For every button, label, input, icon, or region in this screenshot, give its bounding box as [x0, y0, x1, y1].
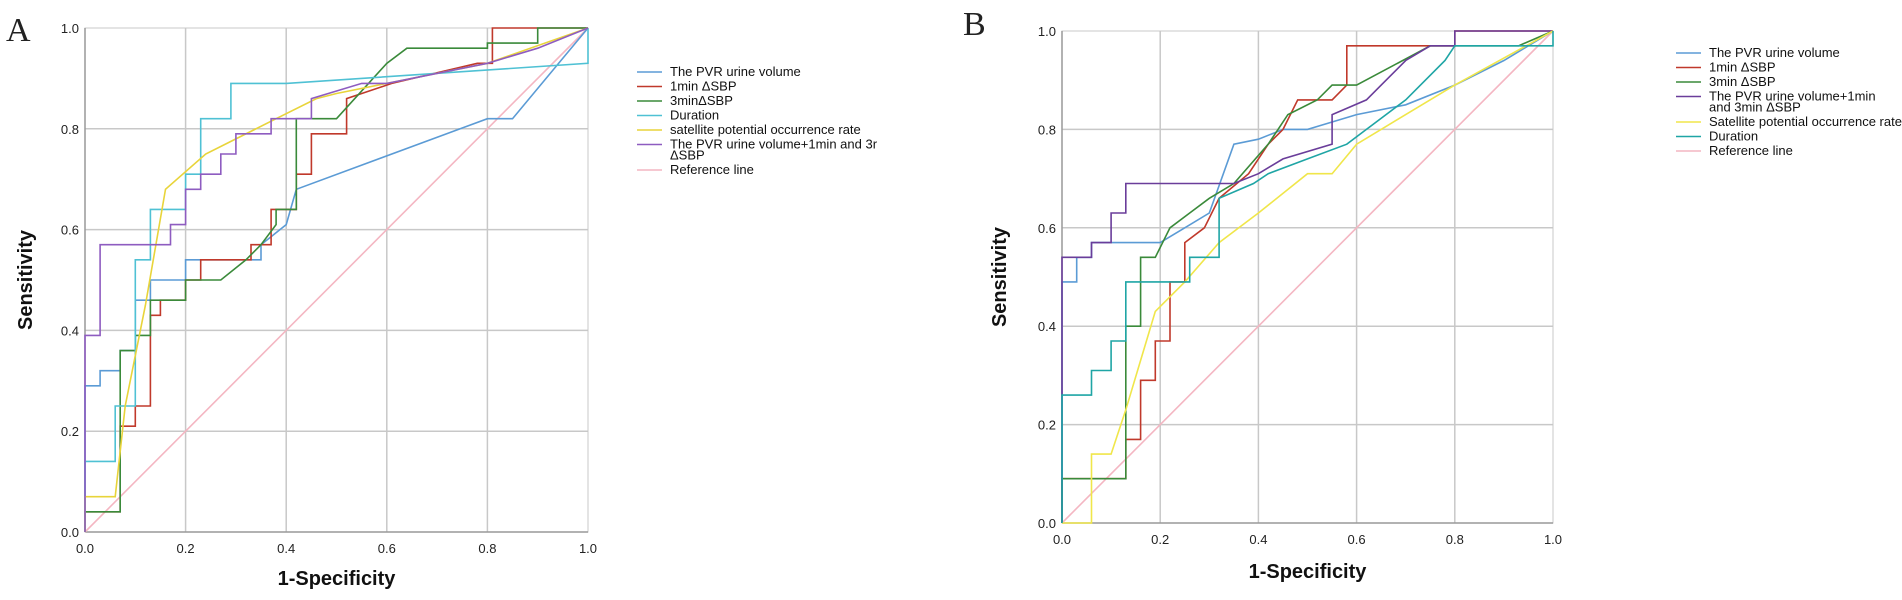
y-tick-label: 0.4 [1038, 319, 1056, 334]
y-tick-label: 0.2 [1038, 418, 1056, 433]
x-tick-label: 1.0 [579, 541, 597, 556]
legend-label: Duration [670, 108, 719, 123]
x-tick-label: 0.8 [478, 541, 496, 556]
x-tick-label: 0.0 [1053, 532, 1071, 547]
y-tick-label: 0.6 [1038, 221, 1056, 236]
roc-chart-a: 0.0 0.2 0.4 0.6 0.8 1.0 0.0 0.2 0.4 0.6 0.8 1.0 1-Sp… [15, 21, 878, 590]
y-tick-label: 0.4 [61, 323, 79, 338]
legend-label: The PVR urine volume [670, 64, 801, 79]
x-axis-title: 1-Specificity [278, 568, 397, 590]
y-axis-title: Sensitivity [15, 229, 37, 330]
x-tick-label: 0.0 [76, 541, 94, 556]
y-tick-label: 0.8 [1038, 122, 1056, 137]
x-tick-label: 0.8 [1446, 532, 1464, 547]
y-tick-label: 0.8 [61, 122, 79, 137]
x-axis-title: 1-Specificity [1249, 561, 1368, 583]
roc-line-a-0 [84, 27, 589, 532]
y-axis-title: Sensitivity [989, 226, 1011, 327]
roc-line-a-4 [84, 27, 589, 532]
x-tick-label: 0.6 [1348, 532, 1366, 547]
y-tick-label: 1.0 [61, 21, 79, 36]
y-tick-label: 0.2 [61, 424, 79, 439]
legend-label: 3min ΔSBP [1709, 74, 1776, 89]
legend-label: and 3min ΔSBP [1709, 100, 1801, 115]
y-tick-label: 0.0 [61, 525, 79, 540]
legend-label: Duration [1709, 129, 1758, 144]
roc-line-a-5 [84, 27, 589, 532]
y-tick-label: 0.6 [61, 223, 79, 238]
x-tick-label: 0.4 [1249, 532, 1267, 547]
x-tick-label: 0.4 [277, 541, 295, 556]
legend-label: 1min ΔSBP [1709, 60, 1776, 75]
roc-line-a-6 [84, 27, 589, 533]
legend-label: Satellite potential occurrence rate [1709, 114, 1902, 129]
roc-line-a-1 [84, 27, 588, 532]
legend-label: satellite potential occurrence rate [670, 122, 861, 137]
legend-label: ΔSBP [670, 148, 705, 163]
roc-line-b-6 [1061, 30, 1554, 524]
legend-label: 3minΔSBP [670, 93, 733, 108]
x-tick-label: 1.0 [1544, 532, 1562, 547]
legend-label: Reference line [1709, 143, 1793, 158]
y-tick-label: 1.0 [1038, 24, 1056, 39]
x-tick-label: 0.6 [378, 541, 396, 556]
legend-label: The PVR urine volume+1min and 3r [670, 137, 878, 152]
legend-label: The PVR urine volume [1709, 45, 1840, 60]
panel-a: A 0.0 0.2 0.4 0.6 0.8 1.0 0.0 0.2 0.4 0.6 0.8 1.0 1-… [6, 12, 878, 590]
legend-label: 1min ΔSBP [670, 79, 737, 94]
roc-line-b-5 [1061, 31, 1554, 523]
legend-label: Reference line [670, 162, 754, 177]
x-tick-label: 0.2 [177, 541, 195, 556]
x-tick-label: 0.2 [1151, 532, 1169, 547]
roc-line-b-3 [1061, 30, 1553, 523]
roc-chart-b: 0.0 0.2 0.4 0.6 0.8 1.0 0.0 0.2 0.4 0.6 0.8 1.0 1-Sp… [989, 24, 1902, 583]
legend-label: The PVR urine volume+1min [1709, 89, 1876, 104]
panel-b: B 0.0 0.2 0.4 0.6 0.8 1.0 0.0 0.2 0.4 0.6 0.8 1.0 1-… [951, 0, 1902, 600]
panel-label-b: B [963, 6, 986, 43]
panel-label-a: A [6, 12, 31, 49]
y-tick-label: 0.0 [1038, 516, 1056, 531]
